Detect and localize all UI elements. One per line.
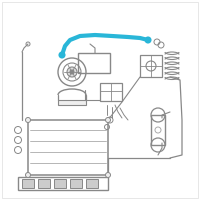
Bar [18,177,108,190]
Bar [78,53,110,73]
Circle shape [26,117,30,122]
Bar [70,179,82,188]
Circle shape [60,52,64,58]
Bar [100,83,122,101]
Bar [58,100,86,105]
Circle shape [26,172,30,178]
Bar [22,179,34,188]
Circle shape [67,67,77,77]
Circle shape [106,117,110,122]
Circle shape [106,172,110,178]
Bar [38,179,50,188]
Bar [54,179,66,188]
Circle shape [146,38,151,43]
Circle shape [70,70,74,74]
Bar [86,179,98,188]
Bar [151,115,165,145]
Bar [28,120,108,175]
Bar [140,55,162,77]
